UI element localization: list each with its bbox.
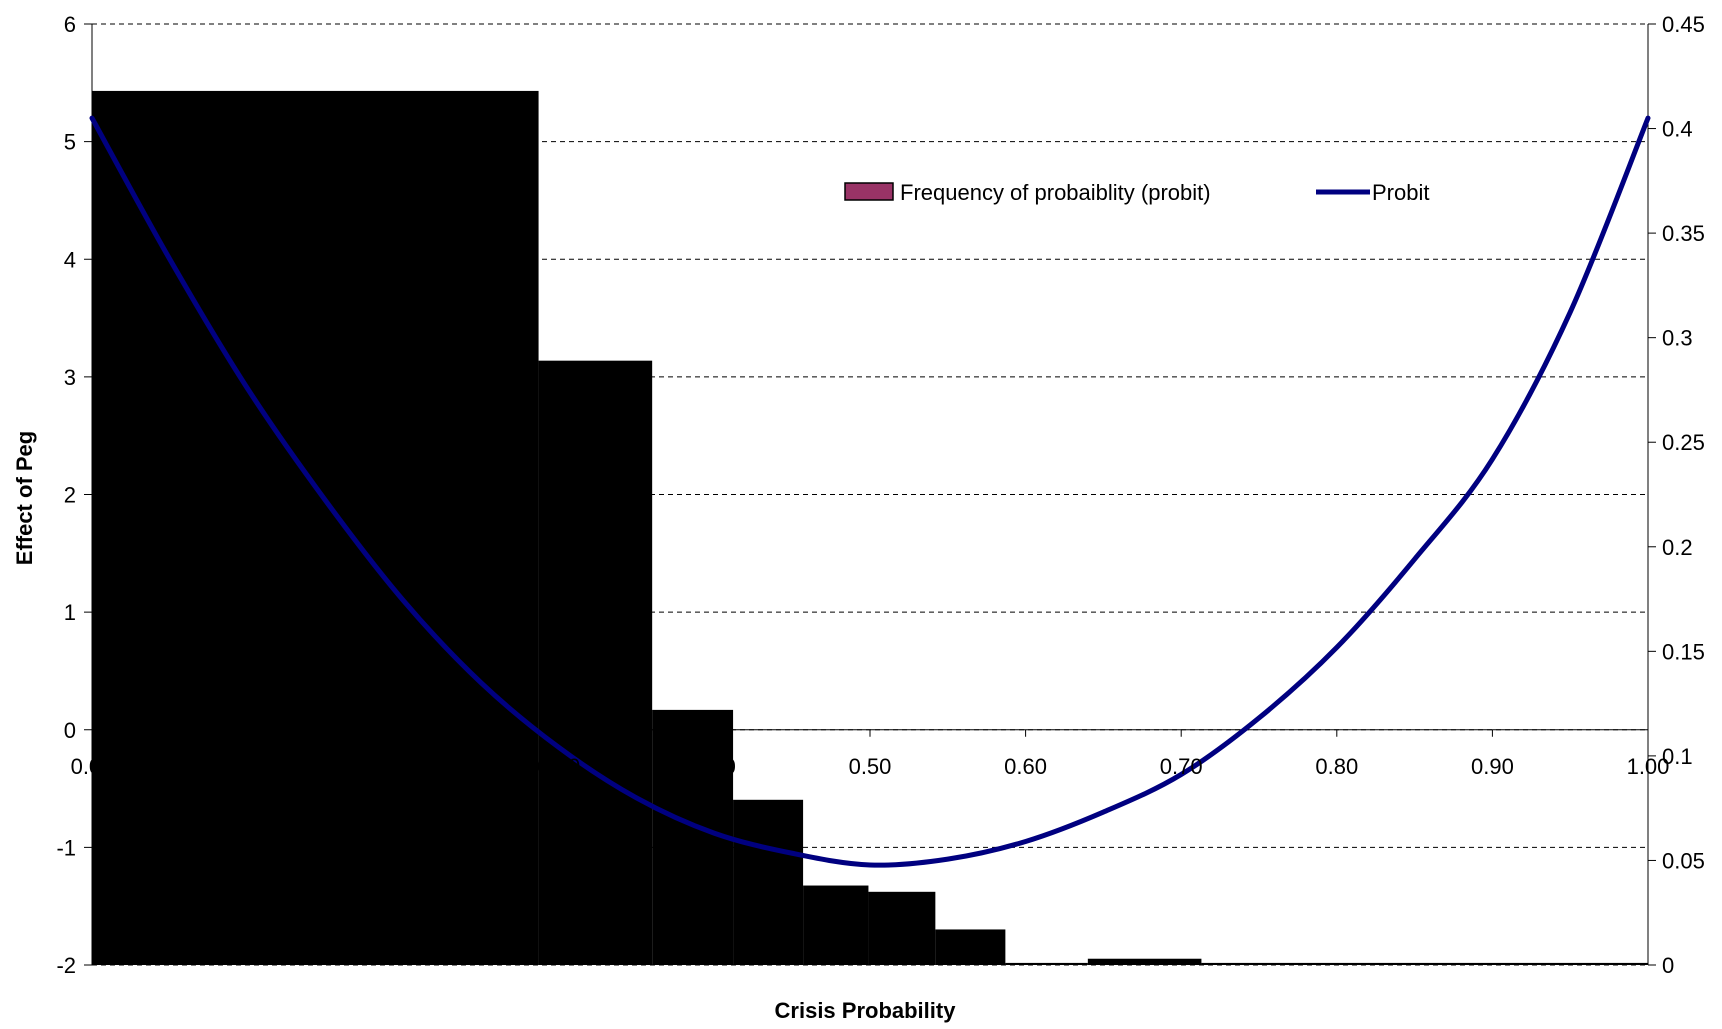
grid-lines [92,23,1648,966]
histogram-bar [1087,958,1202,965]
y-axis-left-label: Effect of Peg [12,431,37,565]
x-tick-label: 0.90 [1471,754,1514,779]
y-left-tick-label: 6 [64,12,76,37]
y-left-tick-label: 1 [64,600,76,625]
tick-labels: -2 -1 0 1 2 3 4 5 6 0 0.05 0.1 0.15 0.2 0.25 0.3 0.35 0.4… [56,12,1704,978]
y-left-tick-label: 4 [64,247,76,272]
y-right-tick-label: 0.4 [1662,117,1693,142]
x-tick-label: 0.30 [537,754,580,779]
y-right-tick-label: 0.25 [1662,430,1705,455]
probit-line-layer [89,115,1651,868]
legend-swatch-frequency [844,182,894,201]
y-right-tick-label: 0.15 [1662,639,1705,664]
y-left-tick-label: 0 [64,718,76,743]
x-tick-label: 0.00 [71,754,114,779]
x-tick-label: 0.70 [1160,754,1203,779]
x-tick-label: 0.40 [693,754,736,779]
y-left-tick-label: -1 [56,835,76,860]
y-right-tick-label: 0.1 [1662,744,1693,769]
histogram-bar [868,891,936,965]
x-tick-label: 0.20 [382,754,425,779]
legend-label-frequency: Frequency of probaiblity (probit) [900,180,1211,205]
y-right-tick-label: 0.05 [1662,848,1705,873]
y-right-tick-label: 0.45 [1662,12,1705,37]
x-tick-label: 0.50 [849,754,892,779]
histogram-bar [1005,962,1088,965]
y-right-tick-label: 0 [1662,953,1674,978]
y-right-tick-label: 0.35 [1662,221,1705,246]
x-tick-label: 0.80 [1315,754,1358,779]
y-right-tick-label: 0.2 [1662,535,1693,560]
histogram-bar [538,360,653,965]
histogram-bar [92,90,539,966]
y-left-tick-label: 2 [64,483,76,508]
axes [84,23,1656,966]
x-tick-label: 0.60 [1004,754,1047,779]
x-axis-label: Crisis Probability [775,998,957,1023]
legend-label-probit: Probit [1372,180,1429,205]
histogram-bars [92,90,1648,966]
y-left-tick-label: 5 [64,130,76,155]
histogram-bar [935,929,1006,965]
x-tick-label: 0.10 [226,754,269,779]
legend: Frequency of probaiblity (probit) Probit [844,180,1429,205]
histogram-bar [733,799,804,965]
y-left-tick-label: -2 [56,953,76,978]
probit-line [89,115,1651,868]
histogram-bar [803,885,869,965]
y-right-tick-label: 0.3 [1662,326,1693,351]
x-tick-label: 1.00 [1627,754,1670,779]
y-left-tick-label: 3 [64,365,76,390]
histogram-bar [1201,962,1648,965]
